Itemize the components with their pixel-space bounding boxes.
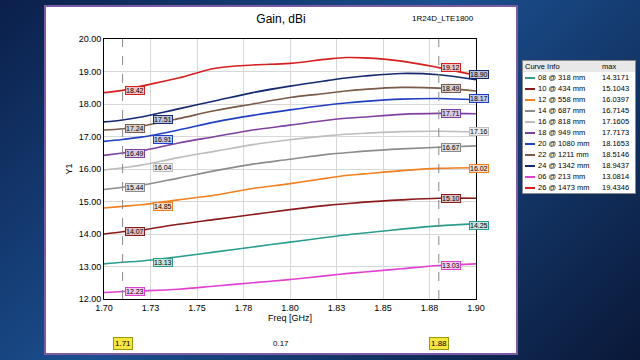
svg-text:17.71: 17.71 [442, 110, 460, 117]
svg-text:Y1: Y1 [64, 163, 74, 174]
html-text:10 @ 434 mm: 10 @ 434 mm [538, 84, 586, 93]
svg-text:12.00: 12.00 [79, 294, 102, 304]
svg-text:Gain, dBi: Gain, dBi [256, 12, 305, 26]
html-text:19.4346: 19.4346 [602, 183, 630, 192]
html-text:15.1043: 15.1043 [602, 84, 630, 93]
html-text:Curve Info: Curve Info [525, 62, 560, 71]
svg-text:16.00: 16.00 [79, 164, 102, 174]
html-text:22 @ 1211 mm: 22 @ 1211 mm [538, 150, 589, 159]
svg-text:15.00: 15.00 [79, 197, 102, 207]
svg-text:14.25: 14.25 [470, 222, 488, 229]
html-text:16.7145: 16.7145 [602, 106, 630, 115]
svg-text:14.85: 14.85 [154, 203, 172, 210]
svg-text:16.04: 16.04 [154, 164, 172, 171]
html-text:16 @ 818 mm: 16 @ 818 mm [538, 117, 586, 126]
svg-text:16.91: 16.91 [154, 136, 172, 143]
html-text:18.9437: 18.9437 [602, 161, 630, 170]
html-text:18 @ 949 mm: 18 @ 949 mm [538, 128, 586, 137]
svg-text:14.00: 14.00 [79, 229, 102, 239]
html-text:max: max [602, 62, 617, 71]
html-text:14 @ 687 mm: 14 @ 687 mm [538, 106, 586, 115]
svg-text:1.75: 1.75 [188, 303, 206, 313]
html-text:14.3171: 14.3171 [602, 73, 630, 82]
svg-text:17.16: 17.16 [470, 128, 488, 135]
html-text:24 @ 1342 mm: 24 @ 1342 mm [538, 161, 590, 170]
svg-text:18.17: 18.17 [470, 95, 488, 102]
svg-text:16.49: 16.49 [126, 150, 144, 157]
svg-text:12.23: 12.23 [126, 288, 144, 295]
svg-text:1.80: 1.80 [281, 303, 299, 313]
svg-text:18.00: 18.00 [79, 99, 102, 109]
html-text:17.7173: 17.7173 [602, 128, 630, 137]
html-text:26 @ 1473 mm: 26 @ 1473 mm [538, 183, 590, 192]
svg-text:16.02: 16.02 [470, 165, 488, 172]
svg-text:16.67: 16.67 [442, 144, 460, 151]
svg-text:1R24D_LTE1800: 1R24D_LTE1800 [412, 14, 474, 23]
html-text:08 @ 318 mm: 08 @ 318 mm [538, 73, 586, 82]
svg-text:1.85: 1.85 [374, 303, 392, 313]
svg-text:20.00: 20.00 [79, 34, 102, 44]
html-text:12 @ 558 mm: 12 @ 558 mm [538, 95, 586, 104]
svg-text:1.88: 1.88 [431, 339, 447, 348]
svg-text:17.24: 17.24 [126, 125, 144, 132]
svg-text:15.44: 15.44 [126, 184, 144, 191]
svg-text:14.07: 14.07 [126, 228, 144, 235]
html-text:17.1605: 17.1605 [602, 117, 630, 126]
svg-text:15.10: 15.10 [442, 195, 460, 202]
svg-text:1.90: 1.90 [467, 303, 485, 313]
svg-text:1.78: 1.78 [235, 303, 253, 313]
svg-text:18.90: 18.90 [470, 71, 488, 78]
svg-text:1.73: 1.73 [142, 303, 160, 313]
svg-text:17.00: 17.00 [79, 132, 102, 142]
html-text:18.5146: 18.5146 [602, 150, 630, 159]
svg-text:1.71: 1.71 [115, 339, 131, 348]
html-text:16.0397: 16.0397 [602, 95, 630, 104]
svg-text:17.51: 17.51 [154, 116, 172, 123]
html-text:13.0814: 13.0814 [602, 172, 630, 181]
html-text:06 @ 213 mm: 06 @ 213 mm [538, 172, 586, 181]
svg-text:13.13: 13.13 [154, 259, 172, 266]
svg-text:18.49: 18.49 [442, 85, 460, 92]
html-text:18.1653: 18.1653 [602, 139, 630, 148]
svg-text:0.17: 0.17 [273, 339, 289, 348]
svg-text:1.88: 1.88 [421, 303, 439, 313]
svg-text:13.00: 13.00 [79, 262, 102, 272]
svg-text:1.70: 1.70 [95, 303, 113, 313]
svg-text:Freq [GHz]: Freq [GHz] [268, 313, 312, 323]
svg-text:1.83: 1.83 [328, 303, 346, 313]
svg-text:19.12: 19.12 [442, 64, 460, 71]
svg-text:18.42: 18.42 [126, 87, 144, 94]
html-text:20 @ 1080 mm: 20 @ 1080 mm [538, 139, 590, 148]
svg-text:13.03: 13.03 [442, 262, 460, 269]
svg-text:19.00: 19.00 [79, 67, 102, 77]
